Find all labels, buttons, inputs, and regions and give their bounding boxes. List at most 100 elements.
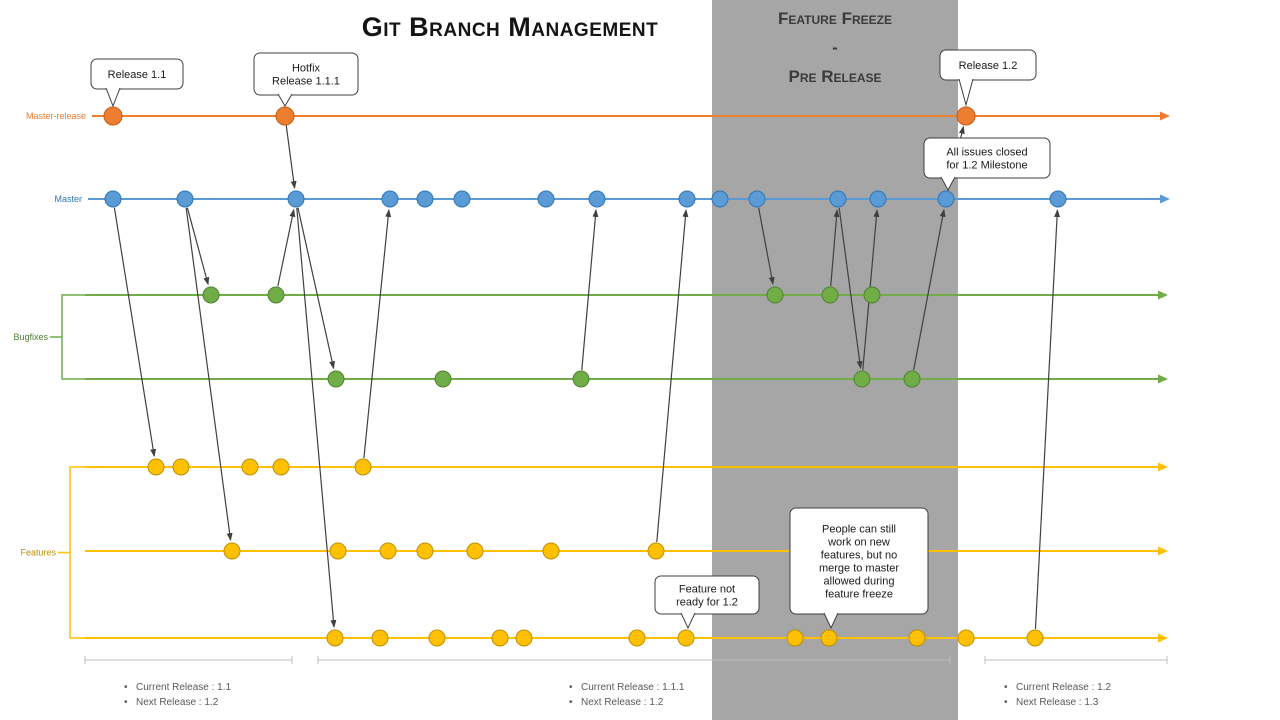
callout-tail (940, 176, 956, 192)
group-label-features: Features (20, 548, 56, 558)
commit-dot-master-release (956, 106, 976, 126)
merge-arrow (296, 207, 337, 629)
group-label-bugfixes: Bugfixes (13, 332, 48, 342)
commit-dot-feature-3 (677, 629, 695, 647)
footnote-text: Current Release : 1.1.1 (581, 682, 685, 693)
commit-dot-master (588, 190, 606, 208)
callout-tail (823, 612, 839, 630)
callout-text: feature freeze (825, 589, 893, 601)
commit-dot-feature-3 (957, 629, 975, 647)
commit-dot-bugfix-2 (434, 370, 452, 388)
commit-dot-feature-3 (428, 629, 446, 647)
group-bracket-bugfixes (50, 294, 85, 380)
commit-dot-bugfix-1 (766, 286, 784, 304)
merge-arrow (297, 207, 336, 370)
footnote-bracket (984, 656, 1168, 664)
callout-text: Hotfix (292, 63, 321, 75)
freeze-title-line-3: Pre Release (788, 67, 882, 86)
commit-dot-bugfix-1 (863, 286, 881, 304)
callout-box (789, 507, 929, 615)
commit-dot-feature-1 (272, 458, 290, 476)
commit-dot-bugfix-1 (821, 286, 839, 304)
commit-dot-master (176, 190, 194, 208)
commit-dot-master (829, 190, 847, 208)
callout-tail (277, 93, 293, 107)
commit-dot-bugfix-1 (202, 286, 220, 304)
callout-text: work on new (827, 537, 890, 549)
commit-dot-feature-1 (354, 458, 372, 476)
page-title: Git Branch Management (361, 12, 659, 42)
merge-arrow (581, 208, 599, 371)
callout-text: Release 1.1 (108, 69, 167, 81)
callout-box (654, 575, 760, 615)
merge-arrow (1034, 208, 1061, 630)
footnote-text: Current Release : 1.1 (136, 682, 231, 693)
commit-dot-master (711, 190, 729, 208)
footnote-bullet: • (1004, 682, 1008, 693)
merge-arrow (656, 208, 689, 543)
branch-line-arrowhead-master-release (1160, 111, 1170, 121)
commit-dot-master (104, 190, 122, 208)
merge-arrow (285, 124, 297, 190)
commit-dot-master (537, 190, 555, 208)
merge-arrow (913, 208, 946, 371)
commit-dot-feature-1 (147, 458, 165, 476)
commit-dot-feature-3 (820, 629, 838, 647)
commit-dot-bugfix-2 (903, 370, 921, 388)
branch-line-arrowhead-feature-2 (1158, 546, 1168, 556)
freeze-title-line-2: - (832, 38, 838, 57)
callout-box (939, 49, 1037, 81)
branch-line-arrowhead-master (1160, 194, 1170, 204)
commit-dot-master (453, 190, 471, 208)
callout-box (253, 52, 359, 96)
commit-dot-feature-1 (241, 458, 259, 476)
commit-dot-master (869, 190, 887, 208)
branch-line-arrowhead-feature-1 (1158, 462, 1168, 472)
commit-dot-bugfix-1 (267, 286, 285, 304)
callout-text: for 1.2 Milestone (946, 160, 1027, 172)
commit-dot-feature-3 (371, 629, 389, 647)
feature-freeze-title: Feature Freeze - Pre Release (712, 4, 958, 91)
callout-text: People can still (822, 524, 896, 536)
callout-text: ready for 1.2 (676, 597, 738, 609)
commit-dot-feature-2 (329, 542, 347, 560)
merge-arrow (113, 207, 157, 458)
commit-dot-feature-3 (326, 629, 344, 647)
merge-arrow (758, 207, 775, 286)
footnote-text: Next Release : 1.2 (581, 697, 664, 708)
merge-arrow (186, 207, 210, 286)
commit-dot-feature-2 (542, 542, 560, 560)
commit-dot-bugfix-2 (327, 370, 345, 388)
commit-dot-feature-3 (491, 629, 509, 647)
footnote-bracket (84, 656, 293, 664)
callout-tail (680, 612, 696, 630)
footnote-text: Current Release : 1.2 (1016, 682, 1111, 693)
commit-dot-feature-2 (223, 542, 241, 560)
callout-box (923, 137, 1051, 179)
merge-arrow (363, 208, 392, 459)
branch-label-master: Master (54, 194, 82, 204)
footnote-bullet: • (1004, 697, 1008, 708)
footnote-bullet: • (124, 682, 128, 693)
merge-arrow (185, 207, 233, 542)
commit-dot-bugfix-2 (572, 370, 590, 388)
group-bracket-features (58, 466, 85, 639)
commit-dot-master (678, 190, 696, 208)
callout-tail (105, 87, 121, 108)
footnote-bullet: • (569, 697, 573, 708)
commit-dot-master (1049, 190, 1067, 208)
callout-tail (958, 78, 974, 107)
commit-dot-master (416, 190, 434, 208)
callout-text: merge to master (819, 563, 899, 575)
merge-arrow (277, 208, 296, 287)
commit-dot-feature-3 (1026, 629, 1044, 647)
footnote-bullet: • (124, 697, 128, 708)
merge-arrow (830, 208, 840, 287)
branch-line-arrowhead-feature-3 (1158, 633, 1168, 643)
branch-label-master-release: Master-release (26, 111, 86, 121)
footnote-bullet: • (569, 682, 573, 693)
footnote-bracket (317, 656, 951, 664)
commit-dot-master (937, 190, 955, 208)
